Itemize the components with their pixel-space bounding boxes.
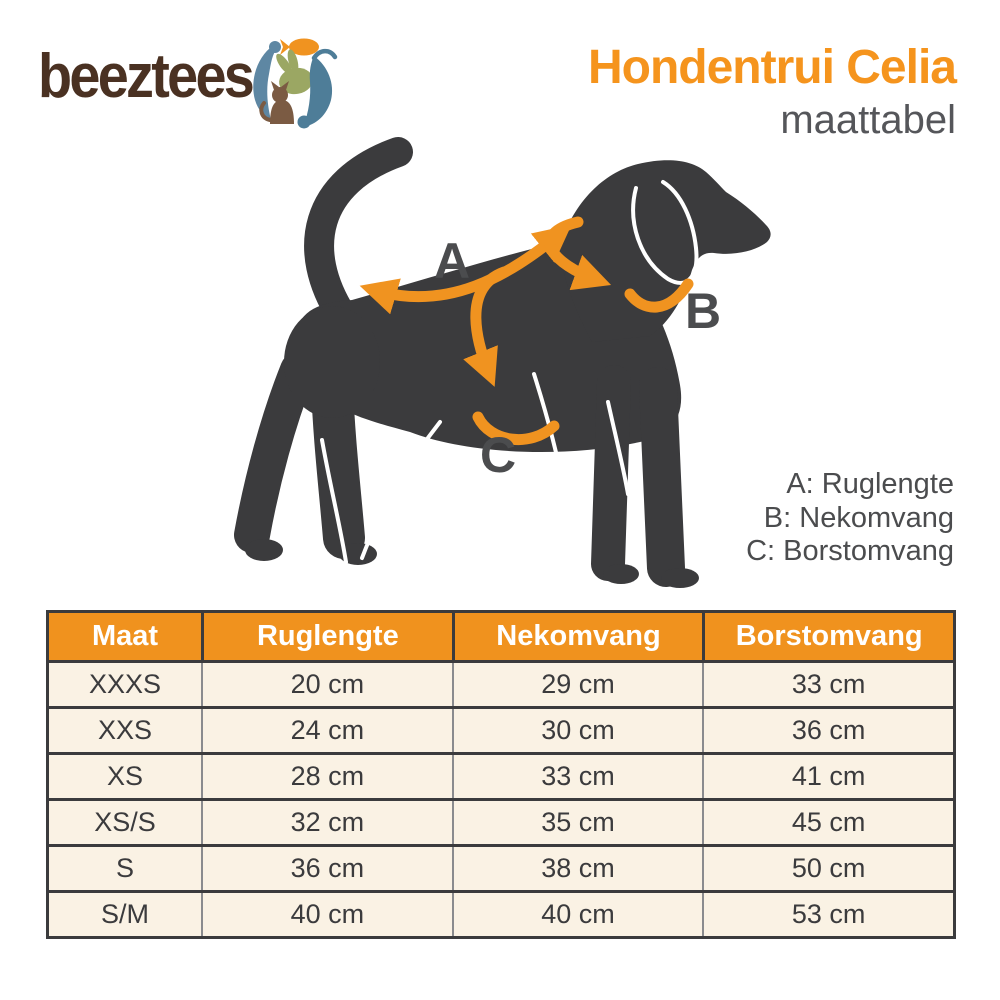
cell-borstomvang: 41 cm <box>702 755 953 798</box>
measure-arc-b <box>624 278 694 313</box>
cell-ruglengte: 20 cm <box>201 663 452 706</box>
cell-maat: S <box>115 853 134 883</box>
dog-paw <box>603 564 639 584</box>
table-row: S/M 40 cm 40 cm 53 cm <box>49 890 953 936</box>
legend-borstomvang: C: Borstomvang <box>746 535 954 568</box>
dog-rear-leg-far <box>234 352 316 553</box>
page-title: Hondentrui Celia <box>587 41 957 94</box>
dog-thigh <box>284 306 380 418</box>
cell-borstomvang: 36 cm <box>702 709 953 752</box>
cell-borstomvang: 33 cm <box>702 663 953 706</box>
size-table: Maat Ruglengte Nekomvang Borstomvang XXX… <box>46 610 956 939</box>
bird-icon <box>253 47 278 120</box>
marker-label-b: B <box>685 283 721 339</box>
rabbit-body-icon <box>279 67 313 95</box>
table-row: S 36 cm 38 cm 50 cm <box>49 844 953 890</box>
teal-dog-head-icon <box>297 115 311 129</box>
cell-borstomvang: 45 cm <box>702 801 953 844</box>
cell-maat: S/M <box>100 899 149 929</box>
table-row: XS/S 32 cm 35 cm 45 cm <box>49 798 953 844</box>
cell-ruglengte: 40 cm <box>201 893 452 936</box>
cell-nekomvang: 35 cm <box>451 801 703 844</box>
cell-nekomvang: 40 cm <box>451 893 703 936</box>
dog-head <box>560 160 771 342</box>
title-block: Hondentrui Celia maattabel <box>587 41 957 142</box>
beeztees-wordmark: beeztees <box>38 42 255 111</box>
cell-ruglengte: 28 cm <box>201 755 452 798</box>
legend-ruglengte: A: Ruglengte <box>786 468 954 500</box>
rabbit-ear-icon <box>287 49 299 73</box>
cell-maat: XS/S <box>94 807 156 837</box>
table-row: XS 28 cm 33 cm 41 cm <box>49 752 953 798</box>
cat-body-icon <box>270 100 294 124</box>
cell-borstomvang: 53 cm <box>702 893 953 936</box>
cell-borstomvang: 50 cm <box>702 847 953 890</box>
dog-tail <box>304 137 413 331</box>
fish-icon <box>289 38 319 56</box>
dog-front-leg-far <box>591 365 631 581</box>
dog-measurement-diagram: A B C <box>234 137 771 588</box>
dog-front-leg-near <box>639 367 685 587</box>
measurement-arrows <box>359 216 694 445</box>
dog-silhouette <box>234 137 771 588</box>
cell-maat: XS <box>106 761 144 791</box>
cat-head-icon <box>272 87 288 103</box>
measure-arrow-b <box>544 216 612 291</box>
dog-paw <box>661 568 699 588</box>
col-header-ruglengte: Ruglengte <box>201 613 452 660</box>
cell-ruglengte: 36 cm <box>201 847 452 890</box>
marker-label-a: A <box>434 233 470 289</box>
cell-maat: XXXS <box>88 669 162 699</box>
cell-ruglengte: 24 cm <box>201 709 452 752</box>
bird-head-icon <box>269 41 281 53</box>
cell-nekomvang: 29 cm <box>451 663 703 706</box>
measure-arrow-c <box>463 266 510 387</box>
cell-nekomvang: 38 cm <box>451 847 703 890</box>
teal-dog-icon <box>303 56 333 127</box>
dog-paw <box>245 539 283 561</box>
fish-tail-icon <box>280 39 290 55</box>
cat-ear-icon <box>271 81 279 90</box>
beeztees-logo-icon <box>253 38 338 129</box>
measurement-legend: A: Ruglengte B: Nekomvang C: Borstomvang <box>746 468 954 569</box>
size-table-header-row: Maat Ruglengte Nekomvang Borstomvang <box>49 613 953 660</box>
legend-nekomvang: B: Nekomvang <box>763 501 954 534</box>
rabbit-ear-icon <box>276 53 292 75</box>
measure-arrow-a <box>359 224 572 315</box>
measure-arc-c <box>472 411 560 445</box>
rear-leg-line <box>320 438 348 564</box>
cat-tail-icon <box>259 101 272 122</box>
teal-dog-tail-icon <box>311 48 338 61</box>
col-header-maat: Maat <box>91 620 159 652</box>
col-header-nekomvang: Nekomvang <box>451 613 703 660</box>
rear-leg-line <box>360 420 442 560</box>
marker-label-c: C <box>480 427 516 483</box>
cell-nekomvang: 33 cm <box>451 755 703 798</box>
cell-ruglengte: 32 cm <box>201 801 452 844</box>
table-row: XXS 24 cm 30 cm 36 cm <box>49 706 953 752</box>
col-header-borstomvang: Borstomvang <box>702 613 953 660</box>
page-subtitle: maattabel <box>780 98 956 142</box>
cell-nekomvang: 30 cm <box>451 709 703 752</box>
front-leg-line <box>606 400 630 496</box>
cell-maat: XXS <box>97 715 153 745</box>
table-row: XXXS 20 cm 29 cm 33 cm <box>49 660 953 706</box>
cat-ear-icon <box>281 81 289 90</box>
